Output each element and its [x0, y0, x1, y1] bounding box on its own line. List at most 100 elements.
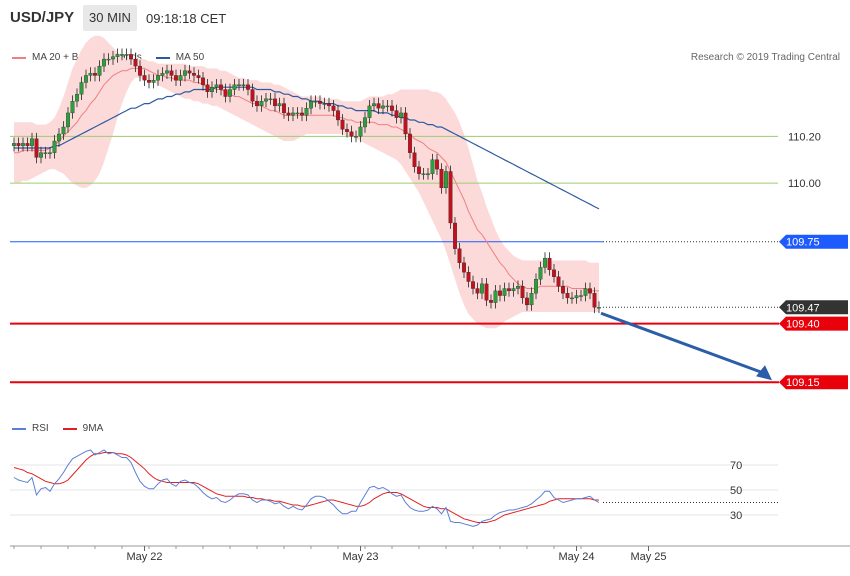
candle-body — [588, 288, 592, 294]
candle-body — [583, 288, 588, 296]
candle-body — [367, 105, 372, 118]
candle-body — [268, 98, 273, 101]
candle-body — [250, 89, 255, 102]
candle-body — [331, 105, 336, 111]
candle-body — [493, 290, 498, 303]
candle-body — [70, 101, 75, 114]
level-tag-109-15 — [779, 375, 848, 390]
timeframe-button[interactable]: 30 MIN — [83, 5, 137, 31]
candle-body — [313, 101, 318, 103]
candle-body — [79, 82, 84, 95]
ma20-legend-swatch — [12, 56, 26, 59]
candle-body — [417, 166, 421, 174]
candle-body — [534, 279, 538, 294]
candle-body — [223, 89, 228, 97]
projection-arrow-head — [756, 365, 772, 381]
rsi-tick-label-70: 70 — [730, 460, 742, 472]
candle-body — [205, 84, 210, 93]
candle-body — [556, 276, 561, 287]
candle-body — [448, 171, 453, 224]
candle-body — [282, 103, 286, 114]
candle-body — [354, 136, 358, 138]
candle-body — [120, 54, 124, 56]
candle-body — [210, 87, 214, 93]
candle-body — [376, 103, 381, 109]
level-tag-109-47 — [779, 300, 848, 315]
candle-body — [277, 103, 282, 107]
candle-body — [507, 288, 511, 292]
level-label-109-47: 109.47 — [786, 302, 820, 314]
rsi-legend-swatch — [12, 427, 26, 430]
candle-body — [214, 84, 219, 88]
candle-body — [52, 140, 57, 153]
candle-body — [381, 105, 385, 109]
candle-body — [183, 70, 187, 76]
candle-body — [66, 112, 70, 128]
candle-body — [160, 72, 165, 76]
rsi-ma9-line — [13, 452, 599, 523]
bollinger-band — [14, 35, 599, 329]
candle-body — [295, 112, 300, 115]
candle-body — [426, 173, 430, 175]
candle-body — [412, 152, 417, 167]
x-axis-label: May 22 — [126, 551, 162, 563]
candle-body — [88, 72, 93, 76]
projection-arrow-shaft — [600, 311, 765, 375]
candle-body — [196, 75, 201, 78]
candle-body — [511, 288, 516, 292]
candle-body — [241, 84, 246, 86]
candle-body — [336, 110, 340, 121]
candle-body — [111, 56, 115, 60]
ma9-legend-label: 9MA — [82, 423, 104, 434]
candle-body — [219, 84, 223, 90]
candle-body — [133, 58, 138, 67]
candle-body — [561, 286, 565, 294]
candle-body — [309, 101, 313, 109]
candle-body — [394, 110, 399, 118]
candle-body — [430, 159, 435, 174]
candle-body — [291, 112, 295, 116]
ma50-legend-label: MA 50 — [175, 52, 205, 63]
candle-body — [345, 129, 349, 132]
candle-body — [475, 288, 480, 294]
rsi-legend: RSI 9MA — [12, 423, 103, 434]
candle-body — [403, 112, 408, 135]
candle-body — [34, 138, 39, 158]
candle-body — [318, 101, 322, 104]
projection-arrow — [600, 311, 772, 381]
candle-body — [39, 152, 43, 158]
candle-body — [25, 143, 30, 146]
candle-body — [97, 65, 102, 76]
candle-body — [147, 79, 151, 83]
x-axis-label: May 23 — [342, 551, 378, 563]
candle-body — [597, 307, 601, 309]
candle-body — [502, 288, 507, 296]
candle-body — [457, 248, 462, 263]
candle-body — [48, 152, 52, 154]
rsi-tick-label-30: 30 — [730, 510, 742, 522]
candle-body — [192, 72, 196, 76]
candle-body — [259, 101, 264, 107]
candle-body — [142, 75, 147, 81]
price-levels — [10, 135, 779, 384]
candle-body — [21, 143, 25, 146]
rsi-legend-label: RSI — [32, 423, 49, 434]
candle-body — [340, 119, 345, 130]
candle-body — [385, 105, 390, 108]
candle-body — [547, 257, 552, 270]
candle-body — [84, 75, 88, 83]
candle-body — [115, 54, 120, 57]
candle-body — [255, 101, 259, 107]
rsi-tick-label-50: 50 — [730, 485, 742, 497]
copyright-text: Research © 2019 Trading Central — [690, 52, 840, 63]
ma50-legend-swatch — [155, 56, 170, 59]
candle-body — [489, 300, 493, 303]
candle-body — [129, 54, 133, 60]
candle-body — [151, 79, 156, 83]
rsi-panel: 30 50 70 — [10, 449, 779, 527]
candle-body — [228, 89, 232, 97]
candle-body — [322, 103, 327, 105]
level-tag-109-75 — [779, 234, 848, 249]
candle-body — [435, 159, 439, 170]
candle-body — [246, 84, 250, 90]
